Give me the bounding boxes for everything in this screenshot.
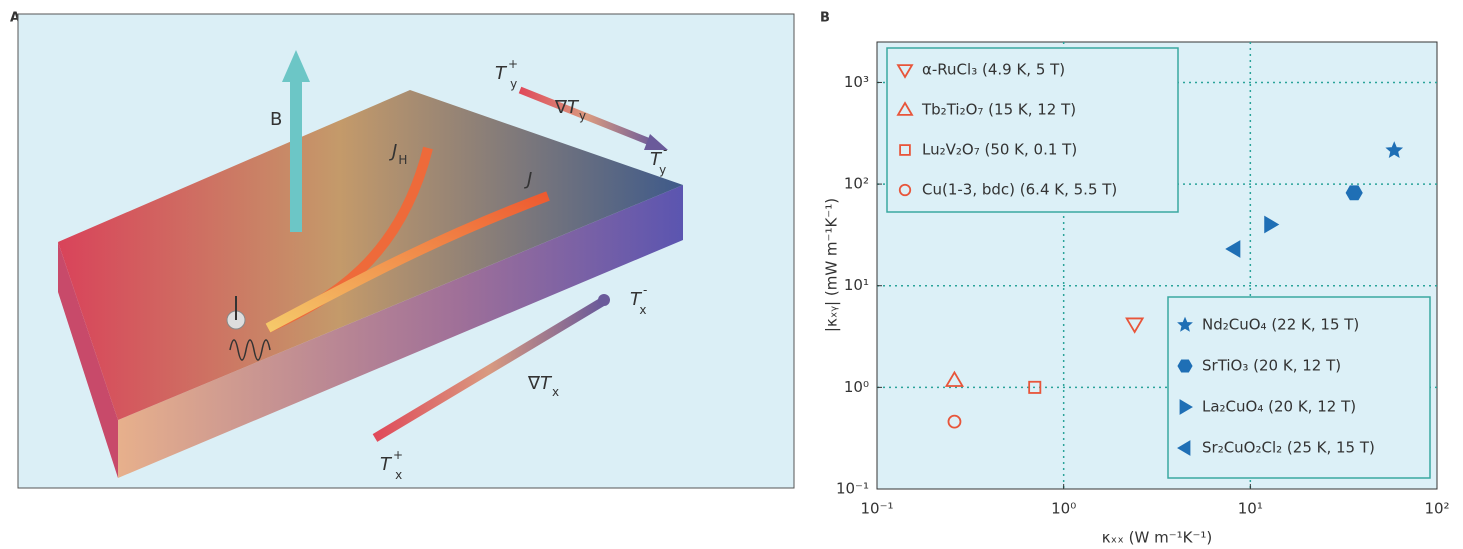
legend-label: Tb₂Ti₂O₇ (15 K, 12 T)	[921, 101, 1076, 119]
label-main: ∇T	[527, 373, 553, 394]
x-tick-label: 10²	[1424, 500, 1449, 518]
label-sub: x	[552, 385, 559, 399]
label-sub: H	[398, 153, 407, 167]
y-tick-label: 10⁰	[844, 378, 869, 396]
legend-label: SrTiO₃ (20 K, 12 T)	[1202, 357, 1341, 375]
legend-label: Nd₂CuO₄ (22 K, 15 T)	[1202, 316, 1359, 334]
panel-label: B	[820, 11, 830, 26]
y-axis-title: |κₓᵧ| (mW m⁻¹K⁻¹)	[823, 198, 841, 332]
label-sub: y	[510, 77, 517, 91]
legend-label: Cu(1-3, bdc) (6.4 K, 5.5 T)	[922, 181, 1117, 199]
label-main: B	[270, 109, 282, 130]
grad-x-head	[598, 294, 610, 306]
label-main: ∇T	[554, 97, 580, 118]
x-axis-title: κₓₓ (W m⁻¹K⁻¹)	[1102, 529, 1213, 547]
x-tick-label: 10⁰	[1051, 500, 1076, 518]
legend-marker	[1178, 360, 1192, 372]
label-sub: y	[579, 109, 586, 123]
x-tick-label: 10⁻¹	[860, 500, 893, 518]
y-tick-label: 10³	[844, 73, 869, 91]
label-sup: +	[508, 57, 518, 71]
y-tick-label: 10²	[844, 175, 869, 193]
label-sub: x	[395, 468, 402, 482]
label-sub: y	[659, 163, 666, 177]
y-tick-label: 10¹	[844, 276, 869, 294]
legend-label: α-RuCl₃ (4.9 K, 5 T)	[922, 61, 1065, 79]
y-tick-label: 10⁻¹	[836, 480, 869, 498]
label-sup: -	[643, 283, 647, 297]
figure: A B κₓₓ (W m⁻¹K⁻¹) |κₓᵧ| (mW m⁻¹K⁻¹) BJH…	[0, 0, 1463, 549]
legend-label: La₂CuO₄ (20 K, 12 T)	[1202, 398, 1356, 416]
legend-label: Lu₂V₂O₇ (50 K, 0.1 T)	[922, 141, 1077, 159]
label-sup: +	[393, 448, 403, 462]
x-tick-label: 10¹	[1238, 500, 1263, 518]
label-sub: x	[639, 303, 646, 317]
data-point	[1346, 186, 1362, 200]
label-sup: -	[663, 143, 667, 157]
diagram-label: B	[270, 109, 282, 130]
legend-label: Sr₂CuO₂Cl₂ (25 K, 15 T)	[1202, 439, 1375, 457]
